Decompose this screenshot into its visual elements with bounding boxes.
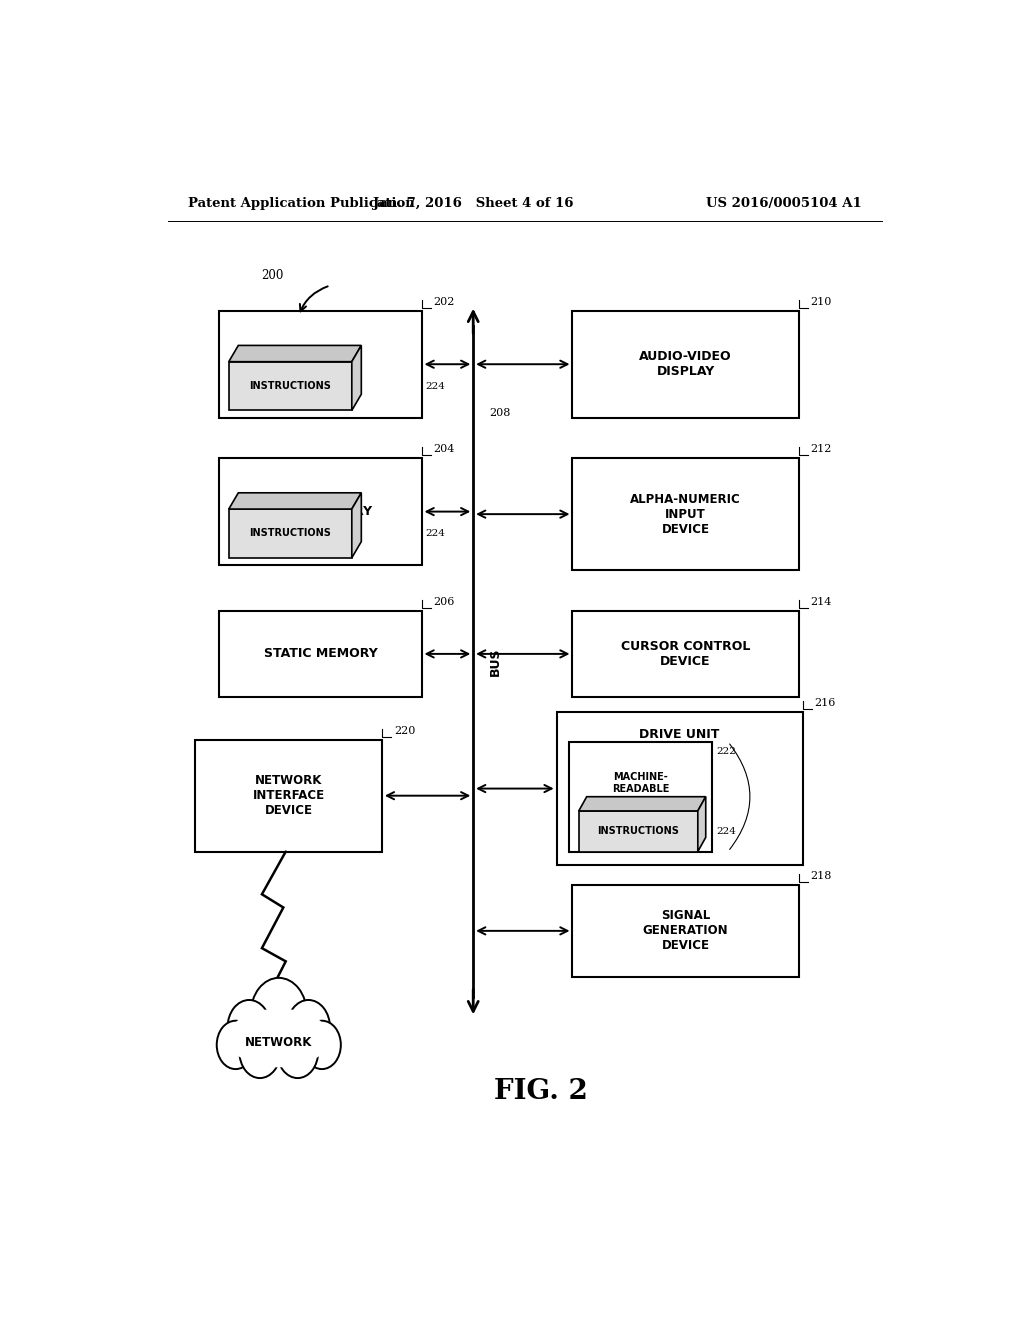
Text: INSTRUCTIONS: INSTRUCTIONS [597, 826, 679, 837]
Text: 204: 204 [433, 444, 455, 454]
Ellipse shape [227, 1008, 330, 1068]
Text: Patent Application Publication: Patent Application Publication [187, 197, 415, 210]
Text: AUDIO-VIDEO
DISPLAY: AUDIO-VIDEO DISPLAY [639, 350, 732, 379]
Text: 212: 212 [811, 444, 831, 454]
Circle shape [287, 1001, 330, 1055]
Text: Jan. 7, 2016   Sheet 4 of 16: Jan. 7, 2016 Sheet 4 of 16 [373, 197, 573, 210]
Text: US 2016/0005104 A1: US 2016/0005104 A1 [707, 197, 862, 210]
Text: NETWORK: NETWORK [245, 1036, 312, 1049]
Text: 206: 206 [433, 597, 455, 607]
Circle shape [217, 1020, 255, 1069]
Polygon shape [228, 346, 361, 362]
Polygon shape [228, 492, 361, 510]
Text: 224: 224 [426, 381, 445, 391]
Circle shape [240, 1026, 281, 1078]
Circle shape [278, 1026, 318, 1078]
Text: 200: 200 [261, 269, 284, 282]
Text: INSTRUCTIONS: INSTRUCTIONS [250, 381, 331, 391]
Text: MACHINE-
READABLE
MEDIUM: MACHINE- READABLE MEDIUM [612, 772, 670, 805]
Bar [219, 458, 422, 565]
Text: 222: 222 [716, 747, 736, 756]
Bar [557, 713, 803, 865]
Text: ALPHA-NUMERIC
INPUT
DEVICE: ALPHA-NUMERIC INPUT DEVICE [630, 492, 741, 536]
Polygon shape [579, 797, 706, 810]
Bar [572, 611, 799, 697]
Text: NETWORK
INTERFACE
DEVICE: NETWORK INTERFACE DEVICE [253, 775, 325, 817]
Bar [569, 742, 712, 851]
Polygon shape [352, 492, 361, 558]
Bar [219, 611, 422, 697]
Bar [572, 886, 799, 977]
Circle shape [251, 978, 307, 1049]
Circle shape [303, 1020, 341, 1069]
Bar [579, 810, 697, 851]
Text: MAIN MEMORY: MAIN MEMORY [269, 506, 372, 517]
Text: PROCESSOR: PROCESSOR [279, 358, 362, 371]
Text: 208: 208 [489, 408, 510, 417]
Bar [219, 312, 422, 417]
Bar [572, 458, 799, 570]
Text: 220: 220 [394, 726, 415, 735]
Bar [228, 362, 352, 411]
Text: INSTRUCTIONS: INSTRUCTIONS [250, 528, 331, 539]
Polygon shape [352, 346, 361, 411]
Text: FIG. 2: FIG. 2 [494, 1078, 588, 1105]
Text: STATIC MEMORY: STATIC MEMORY [263, 647, 377, 660]
Text: BUS: BUS [489, 647, 502, 676]
Text: 210: 210 [811, 297, 831, 306]
Circle shape [227, 1001, 270, 1055]
Text: SIGNAL
GENERATION
DEVICE: SIGNAL GENERATION DEVICE [643, 909, 728, 952]
Text: 216: 216 [814, 698, 836, 709]
Text: DRIVE UNIT: DRIVE UNIT [639, 729, 720, 742]
Text: CURSOR CONTROL
DEVICE: CURSOR CONTROL DEVICE [621, 640, 751, 668]
Text: 224: 224 [716, 826, 736, 836]
Text: 224: 224 [426, 529, 445, 539]
Text: 202: 202 [433, 297, 455, 306]
Bar [196, 739, 382, 851]
Text: 218: 218 [811, 871, 831, 880]
Bar [572, 312, 799, 417]
Bar [228, 510, 352, 558]
Text: 214: 214 [811, 597, 831, 607]
Polygon shape [697, 797, 706, 851]
